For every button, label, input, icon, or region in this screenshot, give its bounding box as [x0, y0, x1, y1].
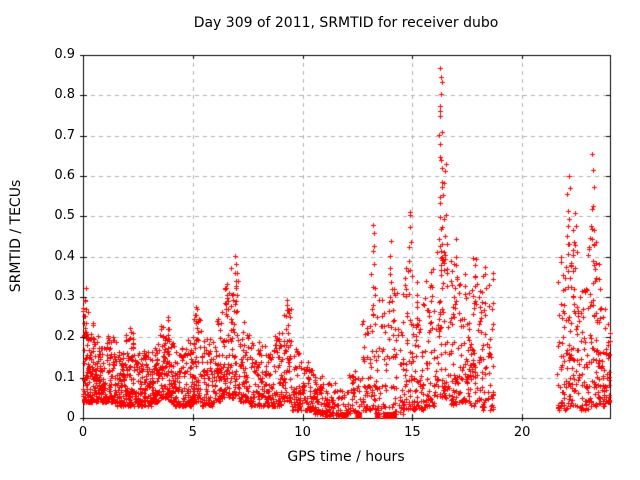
y-tick-label: 0.5 [54, 208, 75, 224]
y-axis-label: SRMTID / TECUs [8, 179, 24, 293]
y-tick-label: 0.8 [54, 87, 75, 103]
x-tick-label: 5 [188, 425, 197, 440]
y-tick-label: 0.2 [54, 329, 75, 345]
y-tick-label: 0.3 [54, 289, 75, 304]
x-tick-label: 20 [513, 425, 531, 440]
chart-title: Day 309 of 2011, SRMTID for receiver dub… [193, 15, 499, 31]
x-tick-label: 15 [404, 425, 421, 440]
y-tick-label: 0.9 [54, 47, 75, 62]
x-tick-label: 10 [294, 425, 311, 440]
x-tick-label: 0 [78, 425, 88, 440]
y-tick-label: 0 [66, 410, 75, 425]
y-tick-label: 0.6 [54, 168, 75, 183]
x-axis-label: GPS time / hours [287, 449, 405, 465]
y-tick-label: 0.4 [54, 248, 75, 264]
y-tick-label: 0.1 [54, 369, 75, 385]
y-tick-label: 0.7 [54, 127, 75, 143]
